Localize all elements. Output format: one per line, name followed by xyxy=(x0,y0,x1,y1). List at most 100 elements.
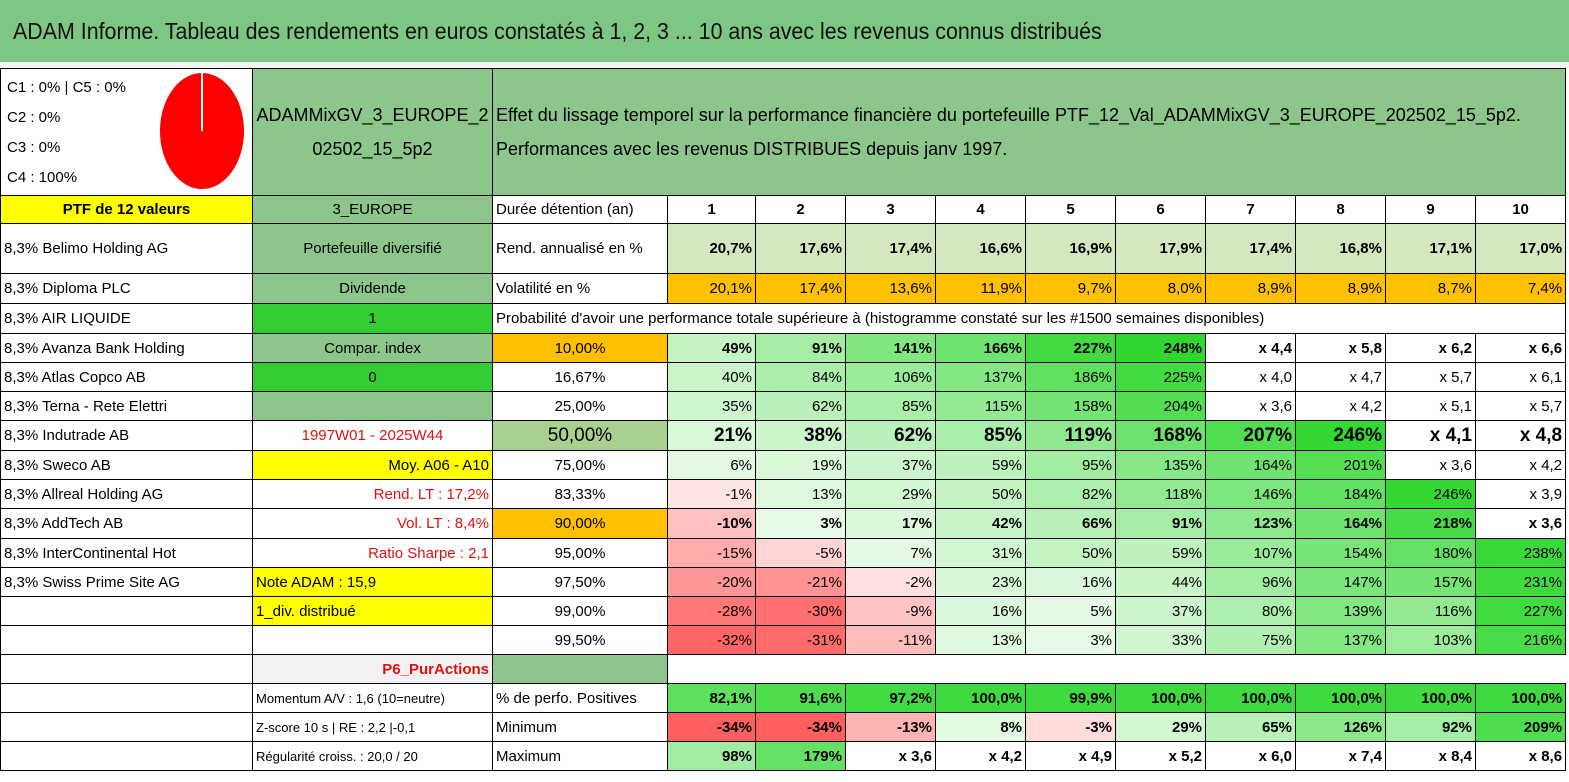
prob-value: 227% xyxy=(1474,596,1567,626)
vol-value: 20,1% xyxy=(667,273,756,304)
info-cell: Note ADAM : 15,9 xyxy=(252,567,493,597)
prob-value: 137% xyxy=(935,362,1026,392)
performance-table: C1 : 0% | C5 : 0% C2 : 0% C3 : 0% C4 : 100%… xyxy=(0,68,1567,771)
prob-value: 238% xyxy=(1474,538,1567,568)
pos-value: 99,9% xyxy=(1025,683,1116,713)
empty-cell xyxy=(1476,655,1566,684)
prob-value: -10% xyxy=(667,508,756,539)
year-header: 7 xyxy=(1205,195,1296,224)
prob-value: 225% xyxy=(1115,362,1206,392)
prob-value: x 4,1 xyxy=(1385,420,1476,451)
holding-empty xyxy=(0,625,253,655)
ptf-header: PTF de 12 valeurs xyxy=(0,195,253,224)
vol-value: 8,7% xyxy=(1385,273,1476,304)
prob-value: x 3,6 xyxy=(1474,508,1567,539)
info-cell: Compar. index xyxy=(252,333,493,363)
info-dividende: Dividende xyxy=(252,273,493,304)
prob-value: 96% xyxy=(1205,567,1296,597)
holding: 8,3% AIR LIQUIDE xyxy=(0,303,253,334)
max-value: x 4,9 xyxy=(1025,741,1116,771)
prob-value: x 4,4 xyxy=(1205,333,1296,363)
holding: 8,3% Atlas Copco AB xyxy=(0,362,253,392)
prob-value: 85% xyxy=(935,420,1026,451)
prob-value: -28% xyxy=(667,596,756,626)
prob-value: 146% xyxy=(1205,479,1296,509)
max-value: x 6,0 xyxy=(1205,741,1296,771)
prob-value: 204% xyxy=(1115,391,1206,421)
holding: 8,3% Belimo Holding AG xyxy=(0,223,253,274)
prob-value: x 5,8 xyxy=(1295,333,1386,363)
holding xyxy=(0,596,253,626)
prob-threshold: 90,00% xyxy=(492,508,668,539)
prob-value: 246% xyxy=(1385,479,1476,509)
pos-value: 91,6% xyxy=(755,683,846,713)
prob-value: 123% xyxy=(1205,508,1296,539)
prob-value: 3% xyxy=(755,508,846,539)
prob-threshold: 50,00% xyxy=(492,420,668,451)
prob-value: 246% xyxy=(1295,420,1386,451)
min-value: 209% xyxy=(1474,712,1567,742)
prob-value: x 6,2 xyxy=(1385,333,1476,363)
prob-value: 158% xyxy=(1025,391,1116,421)
rend-value: 17,1% xyxy=(1385,223,1476,274)
prob-value: -5% xyxy=(755,538,846,568)
min-value: 8% xyxy=(935,712,1026,742)
rend-value: 17,4% xyxy=(1205,223,1296,274)
info-one: 1 xyxy=(252,303,493,334)
prob-value: -20% xyxy=(667,567,756,597)
duration-label: Durée détention (an) xyxy=(492,195,668,224)
prob-value: 59% xyxy=(935,450,1026,480)
min-value: 126% xyxy=(1295,712,1386,742)
prob-threshold: 10,00% xyxy=(492,333,668,363)
holding: 8,3% AddTech AB xyxy=(0,508,253,539)
vol-value: 17,4% xyxy=(755,273,846,304)
prob-value: x 5,1 xyxy=(1385,391,1476,421)
min-value: 92% xyxy=(1385,712,1476,742)
empty-cell xyxy=(936,655,1026,684)
prob-value: x 4,7 xyxy=(1295,362,1386,392)
prob-value: 50% xyxy=(935,479,1026,509)
prob-value: 231% xyxy=(1474,567,1567,597)
pos-value: 100,0% xyxy=(935,683,1026,713)
prob-value: 13% xyxy=(755,479,846,509)
prob-value: 84% xyxy=(755,362,846,392)
info-cell: Ratio Sharpe : 2,1 xyxy=(252,538,493,568)
vol-value: 9,7% xyxy=(1025,273,1116,304)
prob-value: 115% xyxy=(935,391,1026,421)
prob-value: -30% xyxy=(755,596,846,626)
pos-value: 100,0% xyxy=(1385,683,1476,713)
vol-value: 11,9% xyxy=(935,273,1026,304)
rend-value: 16,6% xyxy=(935,223,1026,274)
max-value: x 8,4 xyxy=(1385,741,1476,771)
vol-value: 13,6% xyxy=(845,273,936,304)
max-value: x 3,6 xyxy=(845,741,936,771)
info-diversifie: Portefeuille diversifié xyxy=(252,223,493,274)
prob-value: x 4,0 xyxy=(1205,362,1296,392)
prob-value: -1% xyxy=(667,479,756,509)
max-value: x 7,4 xyxy=(1295,741,1386,771)
report-title: ADAM Informe. Tableau des rendements en … xyxy=(13,17,1102,44)
rend-value: 17,6% xyxy=(755,223,846,274)
prob-value: x 6,6 xyxy=(1474,333,1567,363)
allocation-level: C2 : 0% xyxy=(7,109,61,126)
prob-value: 35% xyxy=(667,391,756,421)
prob-value: 116% xyxy=(1385,596,1476,626)
prob-value: 6% xyxy=(667,450,756,480)
vol-value: 8,9% xyxy=(1295,273,1386,304)
prob-value: 186% xyxy=(1025,362,1116,392)
pos-value: 100,0% xyxy=(1205,683,1296,713)
prob-value: x 4,2 xyxy=(1474,450,1567,480)
empty-cell xyxy=(1206,655,1296,684)
max-value: x 4,2 xyxy=(935,741,1026,771)
prob-value: 33% xyxy=(1115,625,1206,655)
prob-value: -15% xyxy=(667,538,756,568)
prob-value: 119% xyxy=(1025,420,1116,451)
allocation-panel: C1 : 0% | C5 : 0% C2 : 0% C3 : 0% C4 : 100% xyxy=(0,68,253,196)
prob-threshold: 75,00% xyxy=(492,450,668,480)
info-empty xyxy=(252,625,493,655)
prob-value: 106% xyxy=(845,362,936,392)
prob-value: 49% xyxy=(667,333,756,363)
prob-value: 66% xyxy=(1025,508,1116,539)
prob-value: 154% xyxy=(1295,538,1386,568)
prob-value: 75% xyxy=(1205,625,1296,655)
